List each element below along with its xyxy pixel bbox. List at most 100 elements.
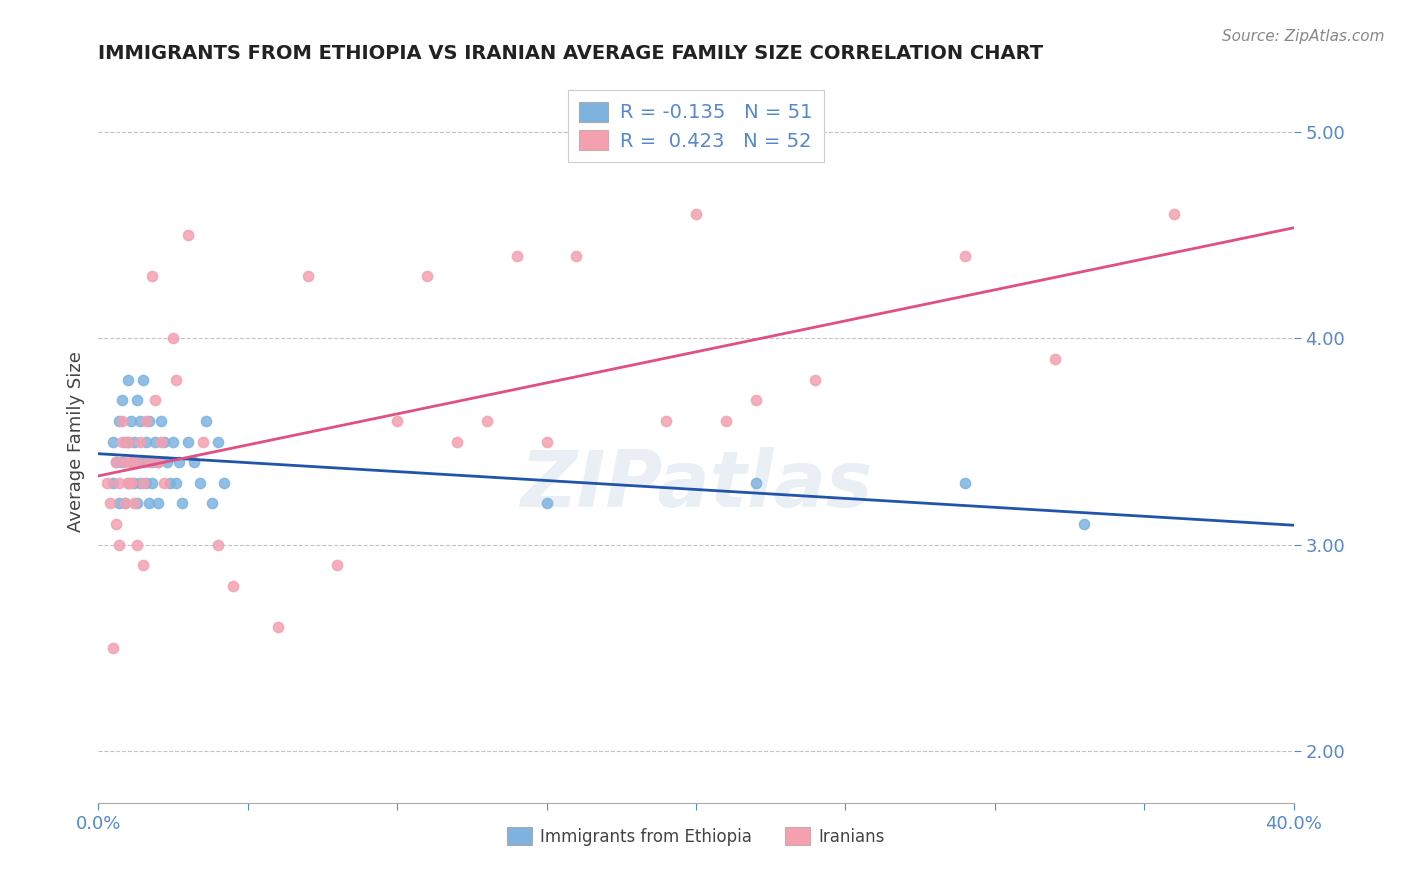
Point <box>162 434 184 449</box>
Point <box>117 434 139 449</box>
Y-axis label: Average Family Size: Average Family Size <box>66 351 84 532</box>
Point <box>114 496 136 510</box>
Point <box>195 414 218 428</box>
Point <box>105 455 128 469</box>
Point <box>135 475 157 490</box>
Point <box>127 455 149 469</box>
Point <box>153 434 176 449</box>
Point <box>506 249 529 263</box>
Point <box>120 455 142 469</box>
Point <box>191 434 214 449</box>
Point <box>117 434 139 449</box>
Point <box>98 496 122 510</box>
Point <box>745 393 768 408</box>
Point <box>141 455 163 469</box>
Point <box>446 434 468 449</box>
Point <box>117 373 139 387</box>
Point <box>953 475 976 490</box>
Point <box>745 475 768 490</box>
Point <box>111 393 134 408</box>
Point <box>141 269 163 284</box>
Point <box>105 517 128 532</box>
Point <box>172 496 194 510</box>
Point <box>105 455 128 469</box>
Point <box>111 434 134 449</box>
Point <box>183 455 205 469</box>
Point <box>132 455 155 469</box>
Point <box>138 496 160 510</box>
Point <box>536 496 558 510</box>
Point <box>117 475 139 490</box>
Point <box>685 207 707 221</box>
Point <box>167 455 190 469</box>
Point <box>127 496 149 510</box>
Text: IMMIGRANTS FROM ETHIOPIA VS IRANIAN AVERAGE FAMILY SIZE CORRELATION CHART: IMMIGRANTS FROM ETHIOPIA VS IRANIAN AVER… <box>98 45 1043 63</box>
Point <box>148 496 170 510</box>
Point <box>124 475 146 490</box>
Point <box>132 373 155 387</box>
Point <box>207 434 229 449</box>
Point <box>714 414 737 428</box>
Point <box>132 475 155 490</box>
Point <box>114 496 136 510</box>
Point <box>148 455 170 469</box>
Point <box>111 414 134 428</box>
Point <box>148 455 170 469</box>
Point <box>655 414 678 428</box>
Point <box>1043 351 1066 366</box>
Point <box>124 496 146 510</box>
Point <box>135 414 157 428</box>
Point <box>536 434 558 449</box>
Point <box>150 414 173 428</box>
Point <box>267 620 290 634</box>
Point <box>156 455 179 469</box>
Point <box>96 475 118 490</box>
Point <box>162 331 184 345</box>
Point <box>129 475 152 490</box>
Point <box>132 558 155 573</box>
Point <box>165 373 187 387</box>
Point <box>222 579 245 593</box>
Point <box>120 455 142 469</box>
Point <box>141 475 163 490</box>
Point <box>207 538 229 552</box>
Point <box>117 475 139 490</box>
Point <box>108 538 131 552</box>
Point <box>143 434 166 449</box>
Point <box>201 496 224 510</box>
Point <box>127 538 149 552</box>
Point <box>108 496 131 510</box>
Point <box>150 434 173 449</box>
Point <box>114 455 136 469</box>
Point <box>177 228 200 243</box>
Point <box>297 269 319 284</box>
Point <box>188 475 211 490</box>
Point <box>138 414 160 428</box>
Point <box>159 475 181 490</box>
Point <box>416 269 439 284</box>
Point <box>326 558 349 573</box>
Point <box>953 249 976 263</box>
Point <box>143 393 166 408</box>
Text: ZIPatlas: ZIPatlas <box>520 447 872 523</box>
Point <box>212 475 235 490</box>
Point <box>111 455 134 469</box>
Point <box>129 414 152 428</box>
Point <box>165 475 187 490</box>
Point <box>127 455 149 469</box>
Point <box>114 434 136 449</box>
Point <box>804 373 827 387</box>
Point <box>475 414 498 428</box>
Point <box>138 455 160 469</box>
Point <box>177 434 200 449</box>
Point <box>103 475 125 490</box>
Point <box>108 414 131 428</box>
Point <box>385 414 409 428</box>
Point <box>124 434 146 449</box>
Point <box>153 475 176 490</box>
Point <box>1163 207 1185 221</box>
Point <box>120 414 142 428</box>
Text: Source: ZipAtlas.com: Source: ZipAtlas.com <box>1222 29 1385 45</box>
Point <box>129 434 152 449</box>
Point <box>565 249 588 263</box>
